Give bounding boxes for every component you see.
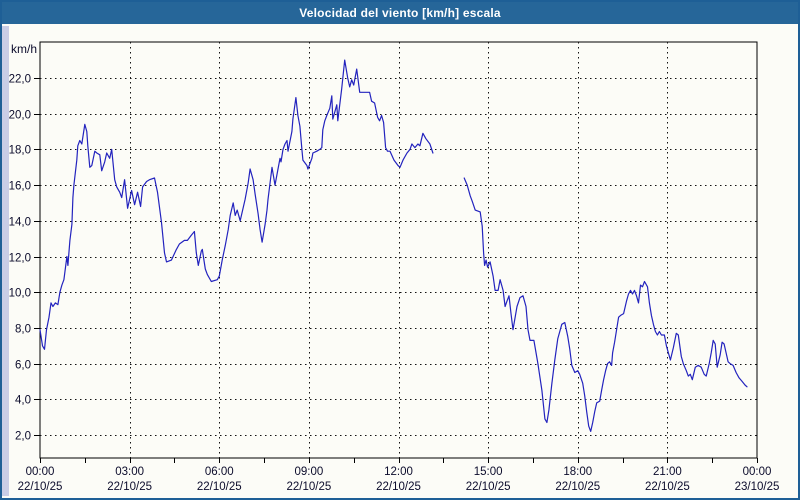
x-tick-date-label: 22/10/25 bbox=[286, 481, 331, 493]
x-tick-time-label: 00:00 bbox=[743, 466, 772, 478]
x-tick-date-label: 22/10/25 bbox=[555, 481, 600, 493]
y-tick-label: 18,0 bbox=[9, 145, 31, 157]
y-tick-label: 20,0 bbox=[9, 110, 31, 122]
x-tick-date-label: 22/10/25 bbox=[107, 481, 152, 493]
x-tick-date-label: 23/10/25 bbox=[735, 481, 780, 493]
wind-speed-line bbox=[39, 59, 434, 350]
y-tick-label: 4,0 bbox=[15, 395, 31, 407]
x-tick-time-label: 06:00 bbox=[205, 466, 234, 478]
x-tick-date-label: 22/10/25 bbox=[376, 481, 421, 493]
x-tick-time-label: 15:00 bbox=[474, 466, 503, 478]
y-tick-label: 16,0 bbox=[9, 181, 31, 193]
y-axis-unit-label: km/h bbox=[11, 42, 37, 56]
y-tick-label: 2,0 bbox=[15, 431, 31, 443]
x-tick-time-label: 03:00 bbox=[115, 466, 144, 478]
plot-area bbox=[39, 41, 758, 459]
chart-title-bar: Velocidad del viento [km/h] escala bbox=[2, 2, 798, 24]
y-tick-label: 12,0 bbox=[9, 253, 31, 265]
left-edge-strip bbox=[2, 26, 9, 496]
x-tick-time-label: 12:00 bbox=[384, 466, 413, 478]
y-tick-label: 10,0 bbox=[9, 288, 31, 300]
x-tick-time-label: 21:00 bbox=[653, 466, 682, 478]
x-tick-date-label: 22/10/25 bbox=[197, 481, 242, 493]
x-tick-date-label: 22/10/25 bbox=[18, 481, 63, 493]
x-tick-date-label: 22/10/25 bbox=[645, 481, 690, 493]
y-tick-label: 8,0 bbox=[15, 324, 31, 336]
x-tick-date-label: 22/10/25 bbox=[466, 481, 511, 493]
y-tick-label: 22,0 bbox=[9, 74, 31, 86]
x-tick-time-label: 00:00 bbox=[26, 466, 55, 478]
wind-speed-line bbox=[463, 177, 748, 432]
y-tick-label: 14,0 bbox=[9, 217, 31, 229]
x-tick-time-label: 18:00 bbox=[563, 466, 592, 478]
chart-title: Velocidad del viento [km/h] escala bbox=[299, 6, 501, 20]
y-tick-label: 6,0 bbox=[15, 360, 31, 372]
x-tick-time-label: 09:00 bbox=[294, 466, 323, 478]
